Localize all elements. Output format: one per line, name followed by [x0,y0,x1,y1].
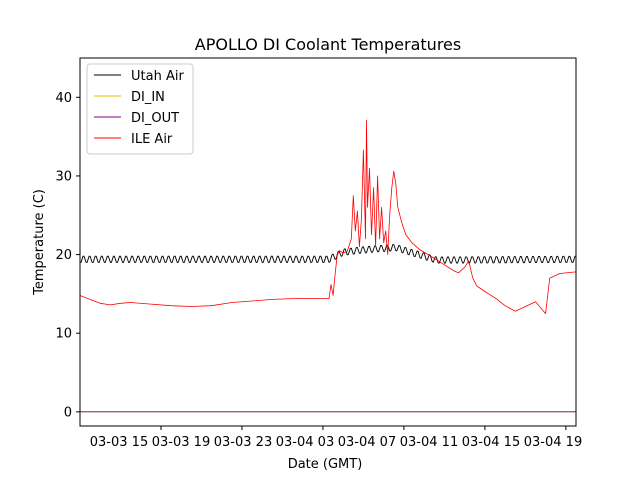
x-axis-label: Date (GMT) [288,457,363,472]
x-tick-label: 03-03 15 [90,435,148,450]
x-tick-label: 03-04 03 [276,435,334,450]
y-tick-label: 40 [55,91,72,106]
y-tick-label: 0 [64,405,72,420]
y-tick-label: 20 [55,248,72,263]
y-axis-label: Temperature (C) [32,189,47,296]
y-tick-label: 10 [55,327,72,342]
legend-label: DI_OUT [131,111,179,126]
legend-label: Utah Air [131,69,184,84]
series-line-utah-air [80,244,576,264]
x-tick-label: 03-04 19 [524,435,582,450]
x-tick-label: 03-04 07 [338,435,396,450]
x-tick-label: 03-04 11 [400,435,458,450]
x-tick-label: 03-04 15 [462,435,520,450]
y-tick-label: 30 [55,169,72,184]
axes-frame [79,57,577,427]
legend-box [86,63,194,155]
plot-area [80,119,576,413]
legend: Utah Air DI_IN DI_OUT ILE Air [86,63,194,155]
series-line-ile-air [80,119,576,314]
legend-label: DI_IN [131,90,165,105]
x-tick-label: 03-03 23 [214,435,272,450]
x-tick-label: 03-03 19 [152,435,210,450]
legend-label: ILE Air [131,132,173,147]
chart-title: APOLLO DI Coolant Temperatures [195,35,461,54]
